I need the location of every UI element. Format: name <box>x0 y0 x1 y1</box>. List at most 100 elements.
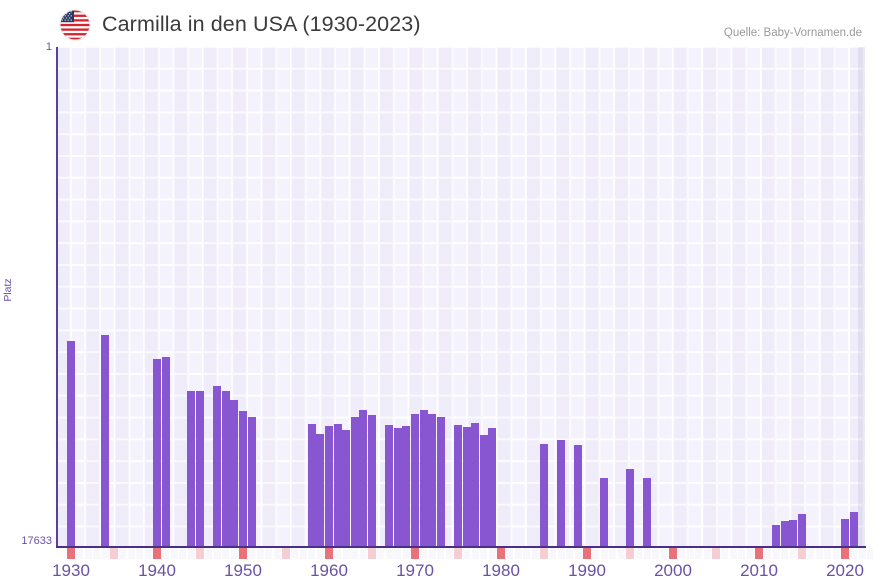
bar[interactable] <box>419 410 428 547</box>
x-axis-tick-label: 1970 <box>396 561 434 580</box>
x-axis-tick-label: 1960 <box>310 561 348 580</box>
x-axis-tick-cell <box>333 548 342 559</box>
bar[interactable] <box>643 478 652 547</box>
x-axis-tick-cell <box>170 548 178 559</box>
bar[interactable] <box>462 427 471 547</box>
x-axis-tick-cell <box>609 548 617 559</box>
y-axis-title: Platz <box>2 278 14 302</box>
bar[interactable] <box>342 430 351 547</box>
x-axis-tick-cell <box>84 548 92 559</box>
x-axis-tick-cell <box>712 548 720 559</box>
bar[interactable] <box>324 426 334 547</box>
bar[interactable] <box>213 386 222 547</box>
bar[interactable] <box>772 525 781 547</box>
x-axis-tick-cell <box>720 548 729 559</box>
bar[interactable] <box>152 359 162 547</box>
x-axis-tick-cell <box>428 548 436 559</box>
x-axis-tick-cell <box>230 548 239 559</box>
x-axis-tick-cell <box>239 548 247 559</box>
bar[interactable] <box>195 391 205 547</box>
bar[interactable] <box>316 434 325 547</box>
x-axis-tick-cell <box>118 548 127 559</box>
bar[interactable] <box>410 414 420 547</box>
bar[interactable] <box>333 424 342 547</box>
x-axis-tick-cell <box>196 548 204 559</box>
x-axis-tick-cell <box>127 548 135 559</box>
bar[interactable] <box>161 357 170 547</box>
bar[interactable] <box>849 512 858 547</box>
source-attribution: Quelle: Baby-Vornamen.de <box>723 27 862 39</box>
x-axis-tick-cell <box>290 548 299 559</box>
x-axis-tick-label: 1980 <box>482 561 520 580</box>
x-axis-tick-strip <box>56 548 873 559</box>
x-axis-tick-cell <box>755 548 763 559</box>
x-axis-tick-cell <box>144 548 153 559</box>
x-axis-tick-cell <box>488 548 497 559</box>
bar[interactable] <box>307 424 316 547</box>
bar[interactable] <box>840 519 850 547</box>
x-axis-tick-cell <box>419 548 428 559</box>
x-axis-tick-cell <box>652 548 660 559</box>
bar[interactable] <box>238 411 248 547</box>
bar[interactable] <box>600 478 609 547</box>
x-axis-tick-cell <box>179 548 187 559</box>
bar[interactable] <box>385 425 394 547</box>
x-axis-tick-cell <box>471 548 479 559</box>
x-axis-tick-cell <box>566 548 574 559</box>
bar[interactable] <box>789 520 798 547</box>
x-axis-tick-cell <box>858 548 866 559</box>
x-axis-tick-cell <box>738 548 746 559</box>
x-axis-tick-cell <box>385 548 393 559</box>
bar[interactable] <box>780 521 789 547</box>
x-axis-tick-cell <box>161 548 170 559</box>
bar[interactable] <box>557 440 566 547</box>
x-axis-tick-cell <box>557 548 565 559</box>
x-axis-tick-cell <box>531 548 540 559</box>
y-axis-tick-top: 1 <box>45 41 52 53</box>
bar[interactable] <box>359 410 368 547</box>
x-axis-tick-label: 1940 <box>138 561 176 580</box>
x-axis-tick-cell <box>325 548 333 559</box>
bar[interactable] <box>453 425 463 547</box>
bar[interactable] <box>539 444 549 547</box>
bar[interactable] <box>488 428 497 547</box>
bar[interactable] <box>625 469 635 547</box>
x-axis-tick-cell <box>256 548 264 559</box>
x-axis-tick-cell <box>729 548 737 559</box>
bar[interactable] <box>230 400 239 547</box>
bar[interactable] <box>393 428 402 547</box>
x-axis-tick-cell <box>394 548 402 559</box>
bar[interactable] <box>101 335 110 547</box>
bar[interactable] <box>221 391 230 547</box>
bar[interactable] <box>367 415 377 547</box>
x-axis-tick-cell <box>247 548 256 559</box>
x-axis-tick-cell <box>660 548 669 559</box>
bar[interactable] <box>66 341 76 547</box>
x-axis-tick-cell <box>703 548 712 559</box>
bar[interactable] <box>574 445 583 547</box>
bar[interactable] <box>428 414 437 547</box>
bar[interactable] <box>797 514 807 547</box>
x-axis-tick-cell <box>75 548 84 559</box>
bar[interactable] <box>471 423 480 547</box>
x-axis-tick-cell <box>437 548 445 559</box>
x-axis-tick-cell <box>376 548 385 559</box>
x-axis-tick-cell <box>67 548 75 559</box>
x-axis-tick-cell <box>626 548 634 559</box>
x-axis-tick-cell <box>763 548 772 559</box>
bar[interactable] <box>350 417 359 547</box>
x-axis-tick-cell <box>832 548 841 559</box>
bar[interactable] <box>479 435 488 547</box>
x-axis-tick-cell <box>153 548 161 559</box>
x-axis-tick-label: 2000 <box>654 561 692 580</box>
chart-header: Carmilla in den USA (1930-2023) Quelle: … <box>0 0 873 46</box>
bar[interactable] <box>187 391 196 547</box>
x-axis-tick-cell <box>402 548 411 559</box>
x-axis-tick-cell <box>462 548 471 559</box>
x-axis-tick-cell <box>600 548 608 559</box>
x-axis-tick-cell <box>523 548 531 559</box>
bar[interactable] <box>402 426 411 547</box>
x-axis-tick-cell <box>591 548 600 559</box>
bar[interactable] <box>436 417 445 547</box>
bar[interactable] <box>247 417 256 547</box>
